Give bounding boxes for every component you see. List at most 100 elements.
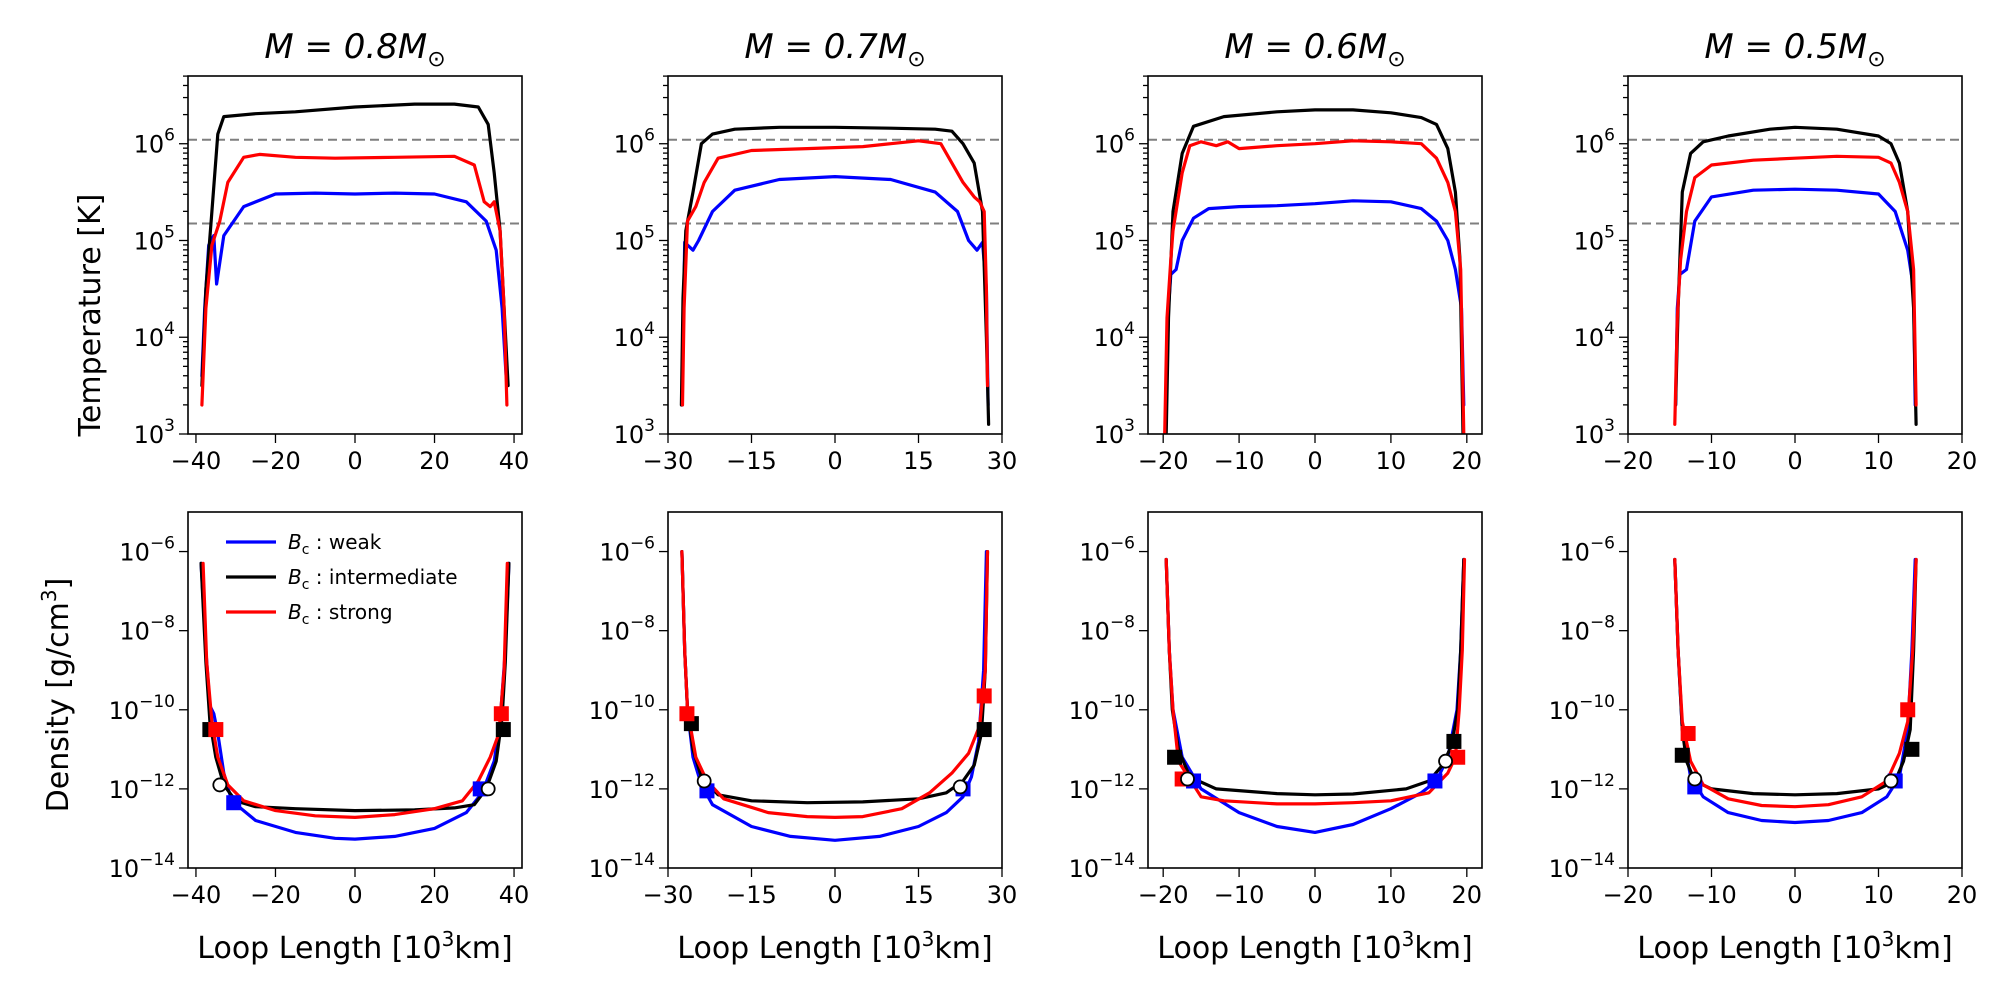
- y-tick-base: 10: [1574, 131, 1605, 159]
- x-axis-title-main: Loop Length [10: [197, 931, 441, 966]
- panel-title-main: M = 0.7M: [744, 27, 907, 67]
- intermediate-square-marker: [1904, 741, 1920, 757]
- strong-square-marker: [493, 706, 509, 722]
- legend-text: : strong: [309, 600, 392, 624]
- intermediate-series-line: [200, 102, 510, 388]
- y-tick-label: 10−6: [1559, 534, 1615, 567]
- y-tick-label: 10−8: [1079, 613, 1135, 646]
- intermediate-series-line: [199, 561, 511, 813]
- y-tick-base: 10: [1094, 131, 1125, 159]
- y-tick-exponent: 5: [1604, 222, 1615, 242]
- x-axis-title: Loop Length [103km]: [197, 927, 512, 966]
- y-tick-label: 10−10: [1549, 692, 1615, 725]
- intermediate-square-marker: [1446, 733, 1462, 749]
- weak-square-marker: [226, 795, 242, 811]
- intermediate-series-line: [679, 125, 991, 426]
- y-tick-base: 10: [614, 421, 645, 449]
- x-tick-label: 0: [1307, 447, 1322, 475]
- panel-frame: [1147, 75, 1483, 435]
- y-tick-label: 105: [614, 222, 655, 255]
- panel-frame: [187, 511, 523, 869]
- strong-square-marker: [1680, 726, 1696, 742]
- x-tick-label: 0: [1787, 447, 1802, 475]
- y-tick-label: 105: [1094, 222, 1135, 255]
- y-tick-label: 105: [134, 222, 175, 255]
- strong-series-line: [1673, 154, 1918, 426]
- strong-square-marker: [208, 722, 224, 738]
- panel-frame: [1627, 75, 1963, 435]
- y-tick-base: 10: [599, 539, 630, 567]
- y-tick-base: 10: [1574, 324, 1605, 352]
- x-tick-label: −30: [643, 447, 694, 475]
- temperature-axis-title: Temperature [K]: [73, 194, 108, 438]
- y-tick-label: 106: [614, 126, 655, 159]
- circle-marker: [1883, 773, 1899, 789]
- y-tick-base: 10: [1549, 776, 1580, 804]
- x-axis-title-sup: 3: [1402, 927, 1415, 951]
- y-tick-label: 10−6: [599, 534, 655, 567]
- circle-marker: [1438, 753, 1453, 769]
- y-tick-exponent: 3: [1124, 416, 1135, 436]
- y-tick-label: 104: [134, 319, 175, 352]
- panel-title-subscript: ⊙: [1867, 47, 1885, 72]
- x-axis-title-main: Loop Length [10: [677, 931, 921, 966]
- x-tick-label: −10: [1214, 881, 1265, 909]
- y-tick-base: 10: [589, 697, 620, 725]
- y-tick-base: 10: [119, 539, 150, 567]
- x-tick-label: 20: [1947, 881, 1978, 909]
- x-tick-label: 0: [347, 447, 362, 475]
- x-tick-label: −20: [250, 447, 301, 475]
- panel-frame: [667, 75, 1003, 435]
- x-tick-label: −15: [726, 447, 777, 475]
- y-tick-base: 10: [1094, 421, 1125, 449]
- strong-series-line: [201, 561, 509, 820]
- y-tick-exponent: −14: [1099, 850, 1135, 870]
- y-tick-label: 10−10: [589, 692, 655, 725]
- x-tick-label: −20: [1138, 881, 1189, 909]
- y-tick-label: 106: [1094, 126, 1135, 159]
- x-axis-title-end: km]: [1414, 931, 1472, 966]
- panel-frame: [1147, 511, 1483, 869]
- strong-square-marker: [1900, 702, 1916, 718]
- panel-title: M = 0.7M⊙: [744, 27, 925, 72]
- y-tick-base: 10: [614, 324, 645, 352]
- y-tick-base: 10: [589, 776, 620, 804]
- x-tick-label: 30: [987, 881, 1018, 909]
- y-tick-base: 10: [1549, 697, 1580, 725]
- legend-symbol: B: [288, 565, 302, 589]
- strong-series-line: [200, 152, 509, 407]
- y-tick-exponent: −6: [630, 534, 655, 554]
- x-tick-label: 30: [987, 447, 1018, 475]
- panel-title-subscript: ⊙: [1387, 47, 1405, 72]
- y-tick-exponent: −12: [619, 771, 655, 791]
- y-tick-label: 104: [614, 319, 655, 352]
- y-tick-exponent: −8: [1110, 613, 1135, 633]
- panel-title-subscript: ⊙: [427, 47, 445, 72]
- y-tick-label: 10−14: [109, 850, 175, 883]
- circle-marker: [480, 781, 496, 797]
- x-tick-label: 0: [347, 881, 362, 909]
- y-tick-exponent: −12: [1579, 771, 1615, 791]
- panel-title-subscript: ⊙: [907, 47, 925, 72]
- y-tick-exponent: 3: [1604, 416, 1615, 436]
- x-tick-label: 15: [903, 447, 934, 475]
- legend-symbol: B: [288, 600, 302, 624]
- series-group: [199, 561, 511, 841]
- y-tick-exponent: −8: [150, 613, 175, 633]
- y-tick-label: 103: [1094, 416, 1135, 449]
- circle-marker: [696, 773, 712, 789]
- y-tick-base: 10: [1094, 324, 1125, 352]
- strong-series-line: [680, 549, 990, 820]
- x-tick-label: 0: [1307, 881, 1322, 909]
- y-tick-exponent: 5: [1124, 222, 1135, 242]
- series-group: [679, 125, 991, 426]
- x-tick-label: −20: [1603, 447, 1654, 475]
- x-tick-label: −30: [643, 881, 694, 909]
- y-tick-label: 106: [134, 126, 175, 159]
- strong-square-marker: [1450, 749, 1466, 765]
- y-tick-exponent: −10: [1099, 692, 1135, 712]
- x-axis-title-sup: 3: [442, 927, 455, 951]
